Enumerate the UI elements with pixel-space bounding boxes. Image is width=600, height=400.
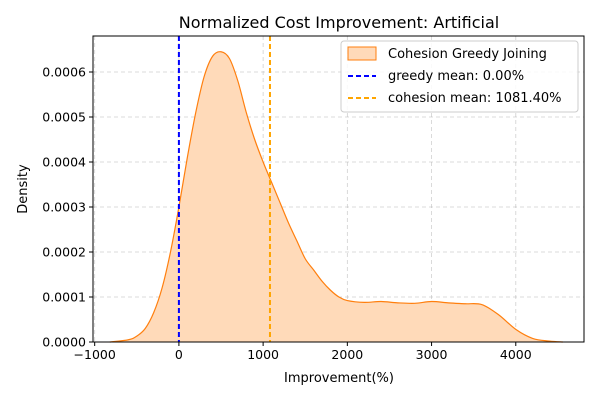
legend-label-kde: Cohesion Greedy Joining bbox=[388, 47, 547, 62]
y-tick-label: 0.0000 bbox=[42, 335, 86, 350]
plot-area bbox=[109, 36, 563, 343]
x-tick-label: 2000 bbox=[331, 347, 363, 362]
y-axis-label: Density bbox=[16, 164, 31, 214]
y-tick-label: 0.0003 bbox=[42, 200, 86, 215]
y-tick-label: 0.0002 bbox=[42, 245, 86, 260]
x-tick-label: 4000 bbox=[500, 347, 532, 362]
y-axis: 0.0000 0.0001 0.0002 0.0003 0.0004 0.0005 0.00… bbox=[42, 65, 93, 350]
legend: Cohesion Greedy Joining greedy mean: 0.0… bbox=[340, 40, 579, 113]
chart-title: Normalized Cost Improvement: Artificial bbox=[179, 13, 499, 32]
x-axis-label: Improvement(%) bbox=[284, 371, 394, 386]
x-tick-label: 1000 bbox=[247, 347, 279, 362]
y-tick-label: 0.0005 bbox=[42, 110, 86, 125]
legend-label-greedy-mean: greedy mean: 0.00% bbox=[388, 69, 524, 84]
y-tick-label: 0.0004 bbox=[42, 155, 86, 170]
legend-label-cohesion-mean: cohesion mean: 1081.40% bbox=[388, 91, 562, 106]
legend-swatch-kde bbox=[347, 46, 377, 61]
kde-area bbox=[109, 51, 563, 342]
legend-box bbox=[340, 40, 579, 113]
y-tick-label: 0.0006 bbox=[42, 65, 86, 80]
plot-frame bbox=[92, 35, 585, 343]
x-tick-label: 0 bbox=[175, 347, 183, 362]
x-axis: −1000 0 1000 2000 3000 4000 bbox=[74, 342, 532, 362]
y-tick-label: 0.0001 bbox=[42, 290, 86, 305]
x-tick-label: 3000 bbox=[416, 347, 448, 362]
x-tick-label: −1000 bbox=[74, 347, 116, 362]
kde-line bbox=[109, 51, 563, 343]
